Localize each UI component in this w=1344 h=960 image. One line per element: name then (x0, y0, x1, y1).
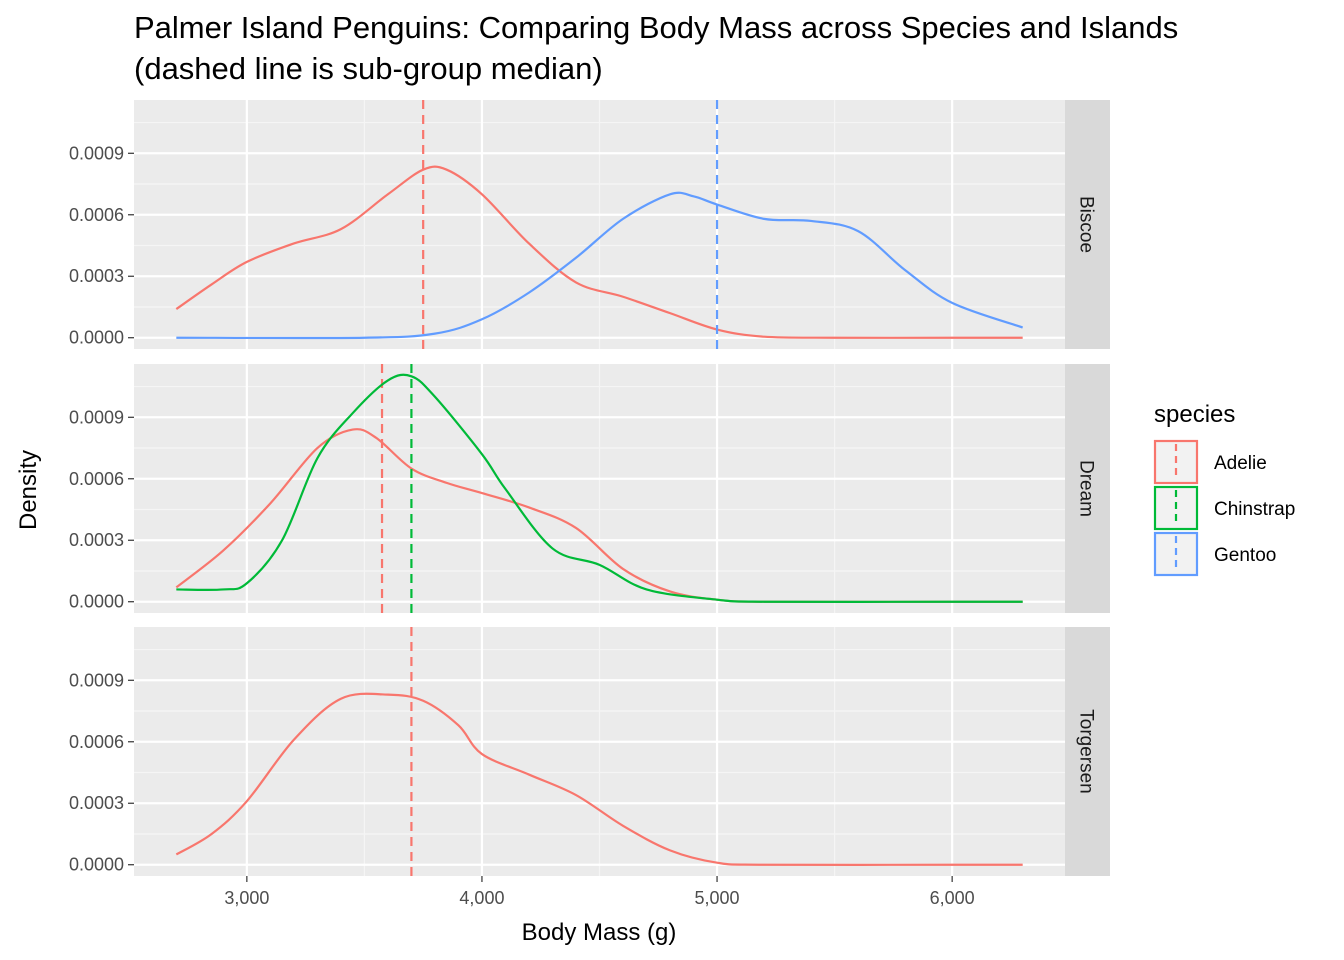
x-tick-label: 3,000 (224, 888, 269, 908)
y-tick-label: 0.0009 (69, 407, 124, 427)
y-tick-label: 0.0009 (69, 143, 124, 163)
density-line-chinstrap (176, 373, 1023, 603)
series-group (175, 364, 1023, 613)
plot-area: 0.00000.00030.00060.0009Biscoe0.00000.00… (69, 100, 1110, 908)
density-line-gentoo (176, 191, 1024, 340)
y-tick-label: 0.0000 (69, 855, 124, 875)
x-tick-label: 5,000 (695, 888, 740, 908)
facet-strip-label: Torgersen (1076, 709, 1097, 794)
density-line-adelie (175, 692, 1023, 866)
x-tick-label: 6,000 (930, 888, 975, 908)
y-axis-title: Density (15, 450, 42, 530)
y-tick-label: 0.0009 (69, 670, 124, 690)
facet-strip (1065, 100, 1110, 349)
legend-item-chinstrap: Chinstrap (1153, 485, 1295, 531)
series-group (175, 100, 1024, 349)
legend-item-gentoo: Gentoo (1153, 531, 1276, 577)
facet-strip (1065, 364, 1110, 613)
facet-strip-label: Dream (1076, 460, 1097, 517)
chart-subtitle: (dashed line is sub-group median) (134, 51, 603, 86)
legend: species Adelie Chinstrap Gentoo (1153, 401, 1295, 577)
legend-label: Chinstrap (1214, 499, 1295, 520)
legend-title: species (1154, 401, 1235, 428)
y-tick-label: 0.0003 (69, 793, 124, 813)
legend-label: Adelie (1214, 453, 1267, 474)
density-line-adelie (175, 165, 1023, 339)
x-axis-title: Body Mass (g) (522, 919, 677, 946)
facet-strip-label: Biscoe (1076, 196, 1097, 253)
facet-panel-dream: 0.0000 0.0003 0.0006 0.0009 Dream (69, 364, 1110, 613)
chart-title: Palmer Island Penguins: Comparing Body M… (134, 10, 1178, 45)
y-tick-label: 0.0006 (69, 469, 124, 489)
y-tick-label: 0.0003 (69, 530, 124, 550)
legend-item-adelie: Adelie (1153, 439, 1267, 485)
y-tick-label: 0.0003 (69, 266, 124, 286)
y-tick-label: 0.0006 (69, 205, 124, 225)
facet-panel-biscoe: 0.0000 0.0003 0.0006 0.0009 Biscoe (69, 100, 1110, 349)
y-tick-label: 0.0000 (69, 328, 124, 348)
y-tick-label: 0.0000 (69, 592, 124, 612)
facet-panel-torgersen: 0.0000 0.0003 0.0006 0.0009 Torgersen (69, 627, 1110, 876)
y-tick-label: 0.0006 (69, 732, 124, 752)
x-tick-label: 4,000 (459, 888, 504, 908)
facet-strip (1065, 627, 1110, 876)
legend-label: Gentoo (1214, 545, 1276, 566)
series-group (175, 627, 1023, 876)
